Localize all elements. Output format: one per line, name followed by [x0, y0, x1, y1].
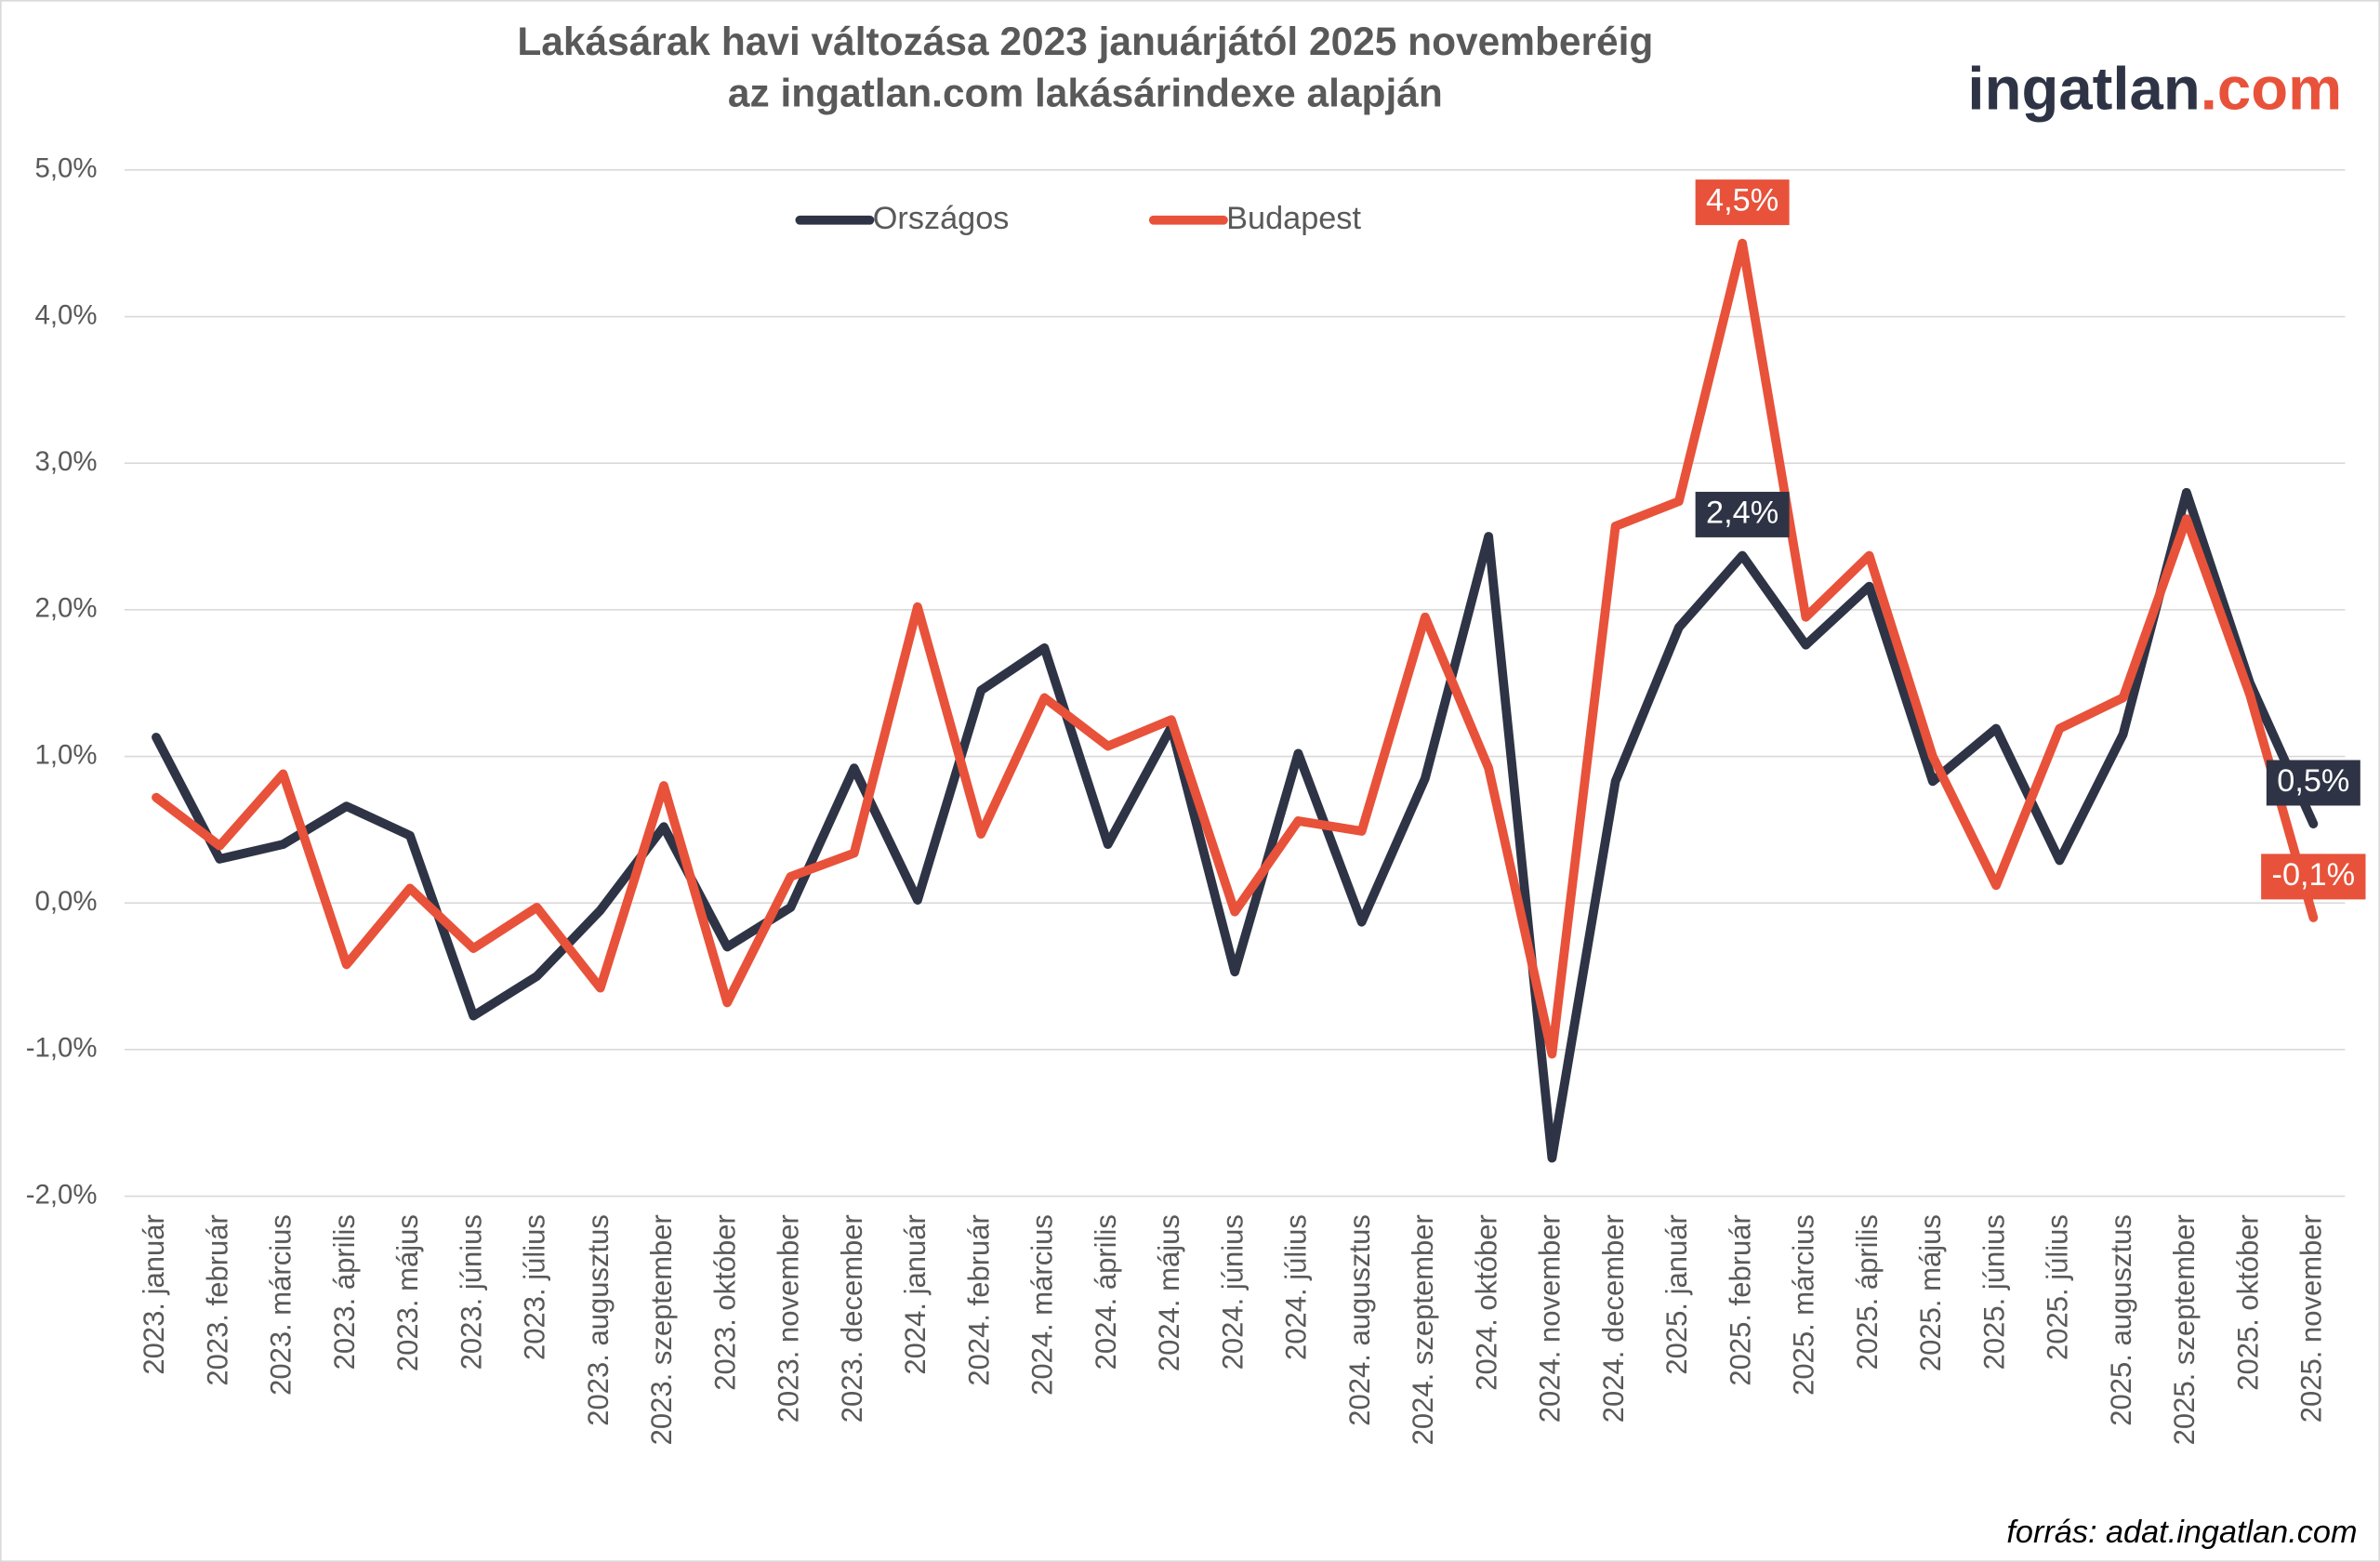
- chart-title: Lakásárak havi változása 2023 januárjátó…: [517, 20, 1653, 63]
- value-label-text: 0,5%: [2277, 763, 2349, 799]
- x-tick-label: 2025. június: [1977, 1214, 2010, 1370]
- x-tick-label: 2023. június: [455, 1214, 487, 1370]
- x-tick-label: 2024. július: [1280, 1214, 1313, 1360]
- x-tick-label: 2025. április: [1851, 1214, 1884, 1370]
- x-tick-label: 2025. január: [1660, 1214, 1693, 1374]
- series-line: [152, 487, 2319, 1163]
- y-tick-label: -1,0%: [26, 1033, 98, 1064]
- x-tick-label: 2025. augusztus: [2105, 1214, 2137, 1426]
- x-tick-label: 2023. február: [201, 1214, 233, 1386]
- x-tick-label: 2025. február: [1724, 1214, 1756, 1386]
- logo-text: ingatlan: [1967, 55, 2200, 123]
- value-label: 4,5%: [1695, 179, 1790, 226]
- value-label: -0,1%: [2261, 854, 2366, 900]
- x-tick-label: 2025. május: [1914, 1214, 1947, 1371]
- y-tick-label: 3,0%: [35, 446, 98, 477]
- x-tick-label: 2024. február: [962, 1214, 995, 1386]
- value-label-box: [1695, 179, 1790, 226]
- x-tick-label: 2024. december: [1597, 1214, 1630, 1423]
- legend-label: Budapest: [1226, 201, 1361, 236]
- y-tick-label: 1,0%: [35, 739, 98, 770]
- value-label-box: [2261, 854, 2366, 900]
- logo-suffix: .com: [2201, 55, 2342, 123]
- y-tick-label: 2,0%: [35, 593, 98, 624]
- value-label-text: -0,1%: [2272, 857, 2356, 893]
- y-tick-label: 0,0%: [35, 886, 98, 917]
- x-tick-label: 2023. július: [519, 1214, 551, 1360]
- x-tick-label: 2023. április: [328, 1214, 361, 1370]
- x-tick-label: 2024. augusztus: [1343, 1214, 1376, 1426]
- y-tick-label: 5,0%: [35, 153, 98, 184]
- value-label-box: [2266, 760, 2360, 806]
- value-label-text: 2,4%: [1706, 496, 1778, 531]
- x-tick-label: 2024. november: [1534, 1214, 1567, 1423]
- chart-subtitle: az ingatlan.com lakásárindexe alapján: [728, 71, 1443, 114]
- x-tick-label: 2024. október: [1470, 1214, 1502, 1391]
- y-tick-label: -2,0%: [26, 1179, 98, 1210]
- value-label-box: [1695, 491, 1790, 537]
- x-tick-label: 2023. szeptember: [645, 1214, 678, 1445]
- y-tick-label: 4,0%: [35, 299, 98, 330]
- x-tick-label: 2024. április: [1090, 1214, 1122, 1370]
- x-tick-label: 2024. június: [1216, 1214, 1249, 1370]
- x-tick-label: 2025. november: [2295, 1214, 2328, 1423]
- x-tick-label: 2024. szeptember: [1407, 1214, 1439, 1445]
- x-tick-label: 2025. szeptember: [2168, 1214, 2201, 1445]
- series-line: [152, 238, 2319, 1059]
- x-tick-label: 2024. május: [1153, 1214, 1185, 1371]
- legend-label: Országos: [873, 201, 1010, 236]
- x-tick-label: 2023. január: [138, 1214, 170, 1374]
- x-tick-label: 2025. március: [1788, 1214, 1820, 1396]
- value-label-text: 4,5%: [1706, 183, 1778, 218]
- value-label: 2,4%: [1695, 491, 1790, 537]
- x-tick-label: 2023. augusztus: [582, 1214, 615, 1426]
- x-tick-label: 2023. március: [265, 1214, 298, 1396]
- x-tick-label: 2023. október: [708, 1214, 741, 1391]
- x-tick-label: 2025. október: [2231, 1214, 2264, 1391]
- source: forrás: adat.ingatlan.com: [2006, 1515, 2357, 1550]
- x-tick-label: 2023. május: [391, 1214, 424, 1371]
- x-tick-label: 2024. január: [899, 1214, 932, 1374]
- x-tick-label: 2024. március: [1026, 1214, 1059, 1396]
- x-tick-label: 2023. december: [836, 1214, 868, 1423]
- x-tick-label: 2023. november: [773, 1214, 805, 1423]
- value-label: 0,5%: [2266, 760, 2360, 806]
- x-tick-label: 2025. július: [2042, 1214, 2074, 1360]
- logo: ingatlan.com: [1967, 55, 2342, 123]
